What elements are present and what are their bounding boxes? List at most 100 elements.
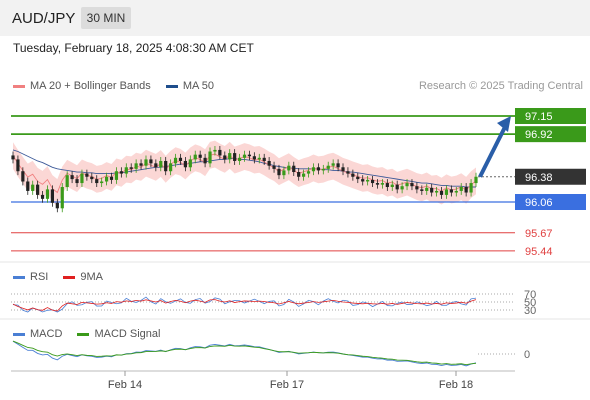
candle-body: [326, 165, 330, 169]
candle-body: [434, 190, 439, 193]
macd-swatch: [13, 332, 25, 336]
candle-body: [257, 157, 261, 160]
level-label: 95.44: [525, 246, 553, 258]
candle-body: [464, 187, 468, 193]
candle-body: [306, 171, 311, 174]
symbol-label: AUD/JPY: [12, 10, 76, 27]
macd-level-label: 0: [524, 349, 530, 361]
macd-signal-line: [12, 340, 477, 366]
candle-body: [311, 167, 316, 172]
candle-body: [282, 170, 286, 176]
candle-body: [439, 190, 444, 195]
candle-body: [144, 159, 148, 166]
candle-body: [297, 172, 301, 177]
candle-body: [390, 184, 394, 188]
candle-body: [242, 154, 247, 158]
candle-body: [90, 176, 94, 180]
candle-body: [114, 171, 119, 180]
level-label: 96.06: [525, 197, 553, 209]
chart-header: AUD/JPY 30 MIN: [0, 0, 590, 36]
candle-body: [237, 157, 242, 161]
candle-body: [247, 154, 252, 157]
candle-body: [469, 183, 473, 193]
candle-body: [11, 155, 15, 160]
research-credit: Research © 2025 Trading Central: [418, 80, 583, 92]
candle-body: [134, 163, 138, 169]
rsi-level-label: 30: [524, 305, 536, 317]
candle-body: [415, 186, 419, 190]
candle-body: [45, 189, 50, 199]
candle-body: [198, 154, 202, 158]
candle-body: [395, 184, 399, 190]
macd-legend: MACD MACD Signal: [13, 328, 160, 340]
candle-body: [356, 176, 360, 180]
candle-body: [425, 187, 429, 191]
candle-body: [55, 202, 59, 209]
rsi-swatch: [13, 275, 25, 279]
candle-body: [139, 163, 143, 166]
candle-body: [410, 183, 414, 187]
candle-body: [252, 156, 256, 160]
candle-body: [124, 167, 128, 174]
forecast-arrowhead: [497, 116, 511, 132]
candle-body: [430, 187, 434, 193]
x-tick-label: Feb 18: [439, 379, 473, 391]
candle-body: [203, 157, 207, 164]
candle-body: [385, 183, 389, 188]
candle-body: [149, 159, 153, 164]
candle-body: [444, 189, 449, 195]
chart-datetime: Tuesday, February 18, 2025 4:08:30 AM CE…: [13, 41, 254, 55]
rsi-legend-label: RSI: [30, 271, 49, 283]
level-label-box: [515, 168, 586, 185]
candle-body: [60, 187, 64, 209]
candle-body: [100, 181, 104, 184]
candle-body: [80, 173, 84, 184]
ma20-swatch: [13, 84, 25, 88]
level-label-box: [515, 194, 586, 210]
forecast-arrow: [478, 124, 508, 178]
candle-body: [449, 189, 453, 193]
rsi-line: [12, 296, 477, 313]
candle-body: [21, 171, 25, 182]
candle-body: [405, 183, 409, 187]
candle-body: [178, 157, 183, 161]
timeframe-button[interactable]: 30 MIN: [81, 7, 131, 29]
candle-body: [331, 163, 335, 166]
level-label-box: [515, 126, 586, 143]
ma50-swatch: [165, 84, 178, 88]
bollinger-band: [13, 140, 476, 206]
candle-body: [228, 153, 232, 160]
rsi-ma-swatch: [63, 275, 76, 279]
candle-body: [316, 167, 320, 171]
candle-body: [119, 171, 123, 174]
candle-body: [400, 186, 404, 190]
candle-body: [302, 173, 306, 177]
x-tick-label: Feb 14: [108, 379, 142, 391]
rsi-legend: RSI 9MA: [13, 271, 103, 283]
rsi-ma-line: [12, 299, 477, 312]
macd-line: [12, 340, 477, 367]
candle-body: [50, 189, 55, 203]
candle-body: [459, 187, 463, 191]
ma20-legend-label: MA 20 + Bollinger Bands: [30, 80, 151, 92]
candle-body: [75, 179, 79, 184]
candle-body: [31, 184, 35, 191]
level-label: 96.92: [525, 129, 553, 141]
candle-body: [109, 176, 114, 180]
candle-body: [65, 175, 69, 188]
candle-body: [40, 194, 45, 199]
candle-body: [420, 189, 424, 191]
candle-body: [361, 179, 365, 182]
candle-body: [70, 175, 74, 180]
rsi-ma-legend-label: 9MA: [80, 271, 104, 283]
candle-body: [267, 160, 271, 166]
level-label: 97.15: [525, 111, 553, 123]
candle-body: [474, 176, 478, 184]
candle-body: [173, 157, 178, 164]
ma20-legend: MA 20 + Bollinger Bands MA 50: [13, 80, 214, 92]
candle-body: [36, 184, 40, 195]
level-label: 95.67: [525, 228, 553, 240]
candle-body: [85, 173, 89, 177]
level-label: 96.38: [525, 172, 553, 184]
